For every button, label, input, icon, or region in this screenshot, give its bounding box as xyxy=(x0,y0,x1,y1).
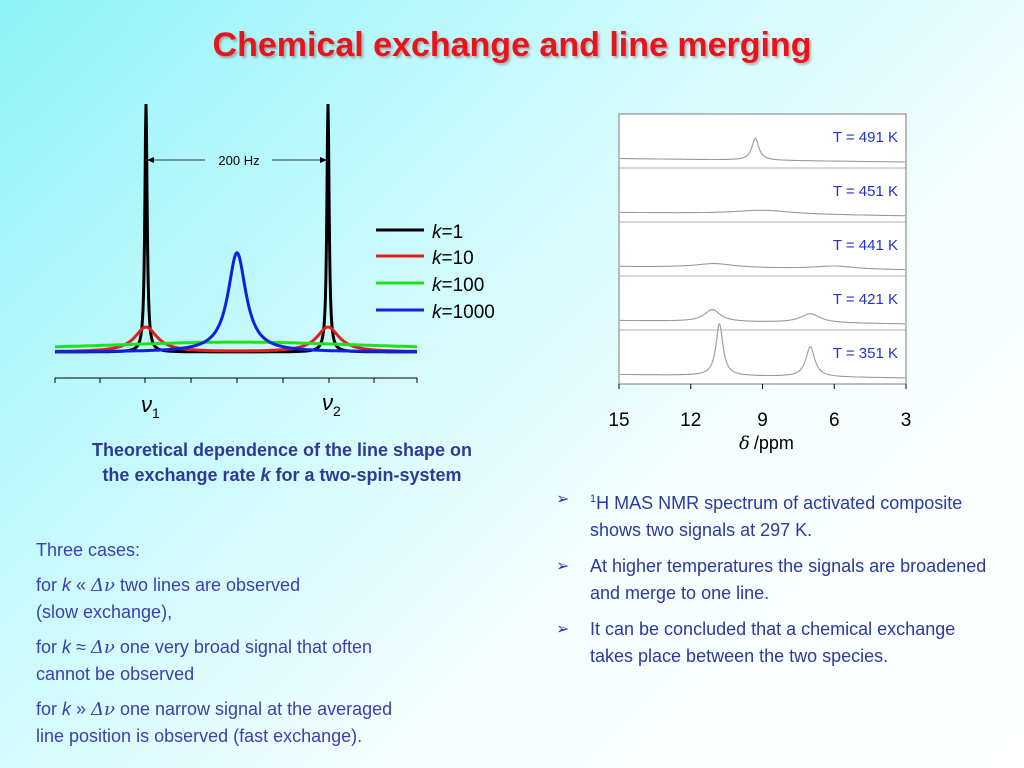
x-axis-ticks xyxy=(54,378,418,383)
spectrum-trace xyxy=(619,137,905,163)
bullet-item-1: ➢ 1H MAS NMR spectrum of activated compo… xyxy=(556,486,996,544)
x-axis-title: δ/ppm xyxy=(739,433,794,454)
bullet-item-2: ➢ At higher temperatures the signals are… xyxy=(556,553,996,607)
chart-caption: Theoretical dependence of the line shape… xyxy=(32,438,532,488)
spectrum-trace xyxy=(620,263,905,271)
bullet-item-3: ➢ It can be concluded that a chemical ex… xyxy=(556,616,996,670)
legend-label-k1000: k=1000 xyxy=(432,302,495,323)
temperature-label: T = 351 K xyxy=(833,345,898,362)
case-slow: for k « Δν two lines are observed (slow … xyxy=(36,575,301,622)
spectrum-trace xyxy=(620,309,905,325)
x-tick-label: 15 xyxy=(608,410,629,431)
ppm-axis-ticks xyxy=(618,384,907,389)
bullet-arrow-icon: ➢ xyxy=(556,491,570,508)
bullet-arrow-icon: ➢ xyxy=(556,558,570,575)
x-tick-label: 3 xyxy=(901,410,912,431)
spectrum-trace xyxy=(620,322,905,379)
distance-arrowhead-right xyxy=(320,157,327,163)
x-tick-label: 9 xyxy=(757,410,768,431)
case-intermediate: for k ≈ Δν one very broad signal that of… xyxy=(36,637,373,684)
series-line-k1 xyxy=(55,103,417,354)
series-line-k1000 xyxy=(55,251,417,354)
x-tick-label: 12 xyxy=(680,410,701,431)
series-line-k100 xyxy=(55,340,417,349)
caption-line-1: Theoretical dependence of the line shape… xyxy=(91,440,473,460)
bullet-arrow-icon: ➢ xyxy=(556,621,570,638)
legend-label-k1: k=1 xyxy=(432,222,463,243)
bullet-list: ➢ 1H MAS NMR spectrum of activated compo… xyxy=(556,486,996,679)
series-line-k10 xyxy=(55,325,417,353)
spectrum-trace xyxy=(620,209,905,217)
temperature-label: T = 441 K xyxy=(833,237,898,254)
temperature-label: T = 421 K xyxy=(833,291,898,308)
temperature-label: T = 491 K xyxy=(833,129,898,146)
cases-text: Three cases: for k « Δν two lines are ob… xyxy=(36,537,506,758)
tick-label-nu1: ν1 xyxy=(141,392,160,421)
case-fast: for k » Δν one narrow signal at the aver… xyxy=(36,699,393,746)
cases-header: Three cases: xyxy=(36,540,141,560)
temperature-label: T = 451 K xyxy=(833,183,898,200)
x-tick-label: 6 xyxy=(829,410,840,431)
distance-label: 200 Hz xyxy=(218,153,259,168)
tick-label-nu2: ν2 xyxy=(322,390,341,419)
legend-label-k100: k=100 xyxy=(432,275,484,296)
slide-title: Chemical exchange and line merging xyxy=(212,26,812,64)
caption-line-2: the exchange rate k for a two-spin-syste… xyxy=(102,465,462,485)
legend: k=1 k=10 k=100 k=1000 xyxy=(376,222,495,323)
distance-arrowhead-left xyxy=(147,157,154,163)
legend-label-k10: k=10 xyxy=(432,248,474,269)
